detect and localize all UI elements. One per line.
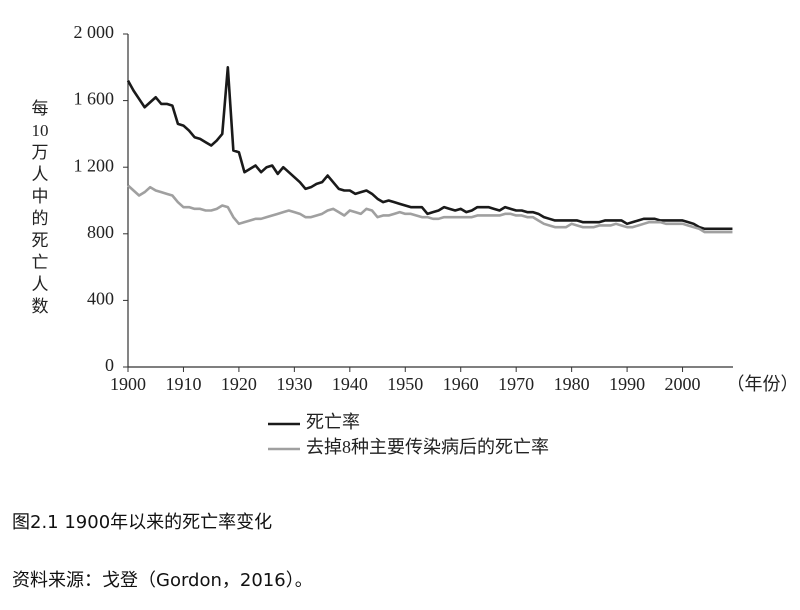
x-tick-label: 1900 [110, 374, 146, 394]
y-tick-label: 0 [105, 355, 114, 375]
y-axis-label: 每10万人中的死亡人数 [31, 99, 49, 316]
x-tick-label: 1950 [387, 374, 423, 394]
y-tick-label: 400 [87, 289, 114, 309]
x-tick-label: 1970 [498, 374, 534, 394]
x-tick-label: 1920 [221, 374, 257, 394]
x-tick-label: 1980 [554, 374, 590, 394]
x-tick-label: 1910 [165, 374, 201, 394]
x-tick-label: 1940 [332, 374, 368, 394]
y-tick-label: 1 200 [74, 155, 115, 175]
x-axis-label: （年份） [727, 374, 799, 394]
chart: 0 400 800 1 200 1 600 2 000 1900 1910 1920 1930 19… [74, 22, 799, 457]
legend-label: 死亡率 [306, 412, 360, 432]
series-line [126, 66, 733, 231]
y-tick-label: 2 000 [74, 22, 115, 42]
x-tick-label: 1930 [276, 374, 312, 394]
x-tick-label: 1990 [609, 374, 645, 394]
x-tick-label: 1960 [443, 374, 479, 394]
series-line [127, 184, 733, 234]
y-tick-label: 1 600 [74, 89, 115, 109]
x-tick-label: 2000 [665, 374, 701, 394]
y-tick-label: 800 [87, 222, 114, 242]
legend-label: 去掉8种主要传染病后的死亡率 [306, 437, 549, 457]
source: 资料来源：戈登（Gordon，2016）。 [12, 570, 313, 591]
caption: 图2.1 1900年以来的死亡率变化 [12, 512, 273, 533]
